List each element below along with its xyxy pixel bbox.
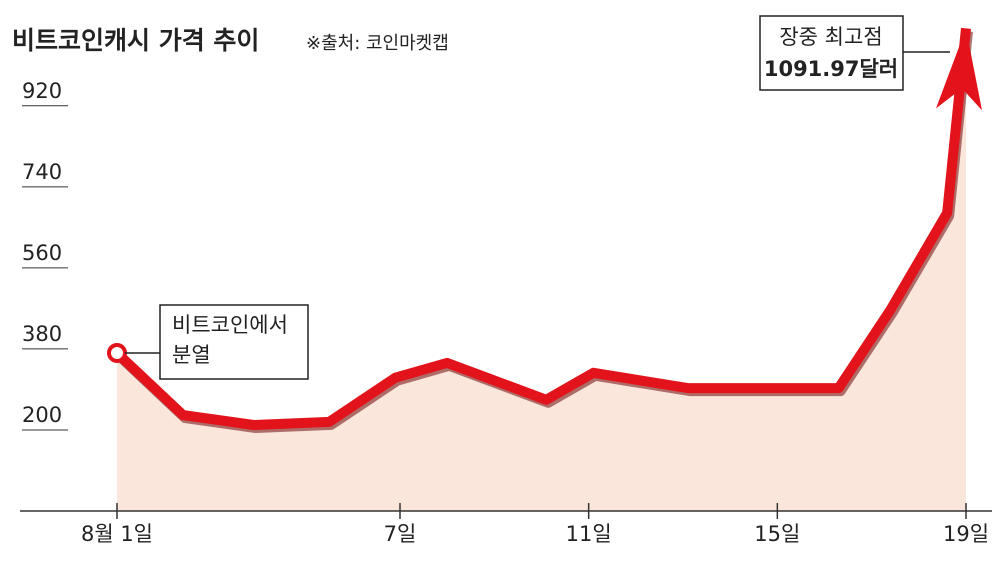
source: ※출처: 코인마켓캡 [306,33,449,54]
annotation-text: 분열 [172,343,211,367]
x-tick-label: 11일 [566,522,612,546]
line [113,27,971,431]
annotation-text: 비트코인에서 [172,313,288,337]
value-label: 1091.97달러 [764,57,898,81]
x-tick-label: 19일 [943,522,989,546]
y-tick-label: 560 [22,241,62,265]
start-marker [107,342,127,363]
annotation-text: 장중 최고점 [779,25,882,49]
annotation-box [759,15,904,91]
arrow-head [936,28,982,111]
y-tick-label: 740 [22,160,62,184]
y-tick-label: 200 [22,403,62,427]
chart-title: 비트코인캐시 가격 추이 [12,26,259,55]
y-tick-label: 380 [22,322,62,346]
x-tick-label: 8월 1일 [81,522,153,546]
area [117,28,966,512]
annotation-box [159,304,309,380]
y-tick-label: 920 [22,79,62,103]
x-tick-label: 7일 [384,522,417,546]
x-tick-label: 15일 [754,522,800,546]
